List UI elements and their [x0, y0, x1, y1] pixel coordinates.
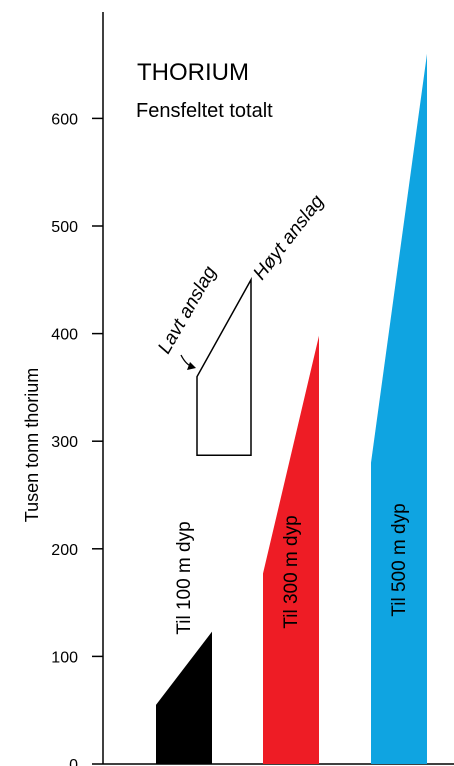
chart-subtitle: Fensfeltet totalt: [136, 100, 273, 122]
y-tick-label-400: 400: [51, 327, 78, 344]
chart-title: THORIUM: [137, 59, 249, 86]
bar-1: [156, 631, 212, 764]
bar-2: [263, 335, 319, 764]
y-tick-label-0: 0: [69, 757, 78, 766]
y-ticks: 0 100 200 300 400 500 600: [51, 111, 103, 766]
y-tick-label-300: 300: [51, 434, 78, 451]
legend-trapezoid: [196, 276, 252, 456]
legend-high-label: Høyt anslag: [249, 191, 328, 284]
y-tick-label-200: 200: [51, 542, 78, 559]
bar-label-1: Til 100 m dyp: [174, 521, 195, 634]
y-tick-label-600: 600: [51, 111, 78, 128]
bar-label-3: Til 500 m dyp: [389, 503, 410, 616]
y-axis-label: Tusen tonn thorium: [22, 368, 42, 522]
y-tick-label-500: 500: [51, 219, 78, 236]
legend-low-label: Lavt anslag: [154, 262, 221, 357]
legend-arrowhead: [187, 362, 196, 370]
y-tick-label-100: 100: [51, 649, 78, 666]
bar-label-2: Til 300 m dyp: [281, 515, 302, 628]
bars: Til 100 m dyp Til 300 m dyp Til 500 m dyp: [156, 53, 427, 764]
bar-3: [371, 53, 427, 764]
